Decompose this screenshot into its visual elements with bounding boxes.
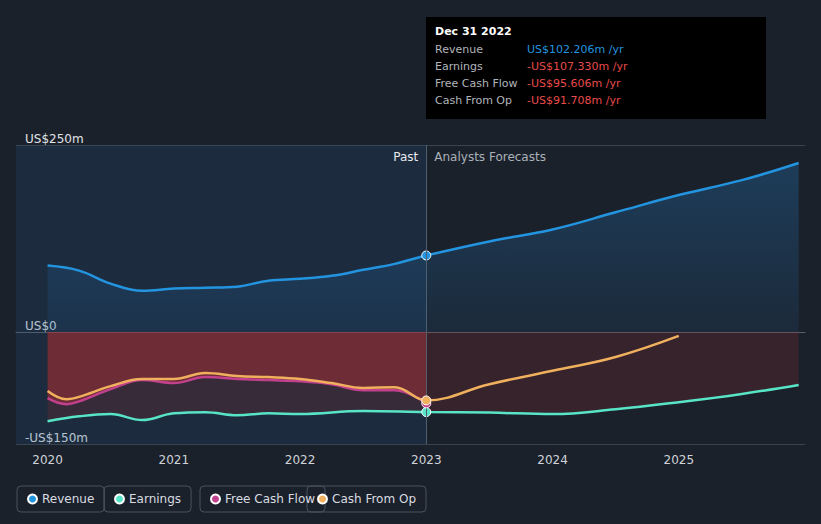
svg-text:2025: 2025 bbox=[663, 453, 694, 467]
svg-text:US$102.206m /yr: US$102.206m /yr bbox=[527, 43, 624, 56]
svg-text:Cash From Op: Cash From Op bbox=[332, 492, 416, 506]
svg-text:Past: Past bbox=[393, 150, 418, 164]
svg-text:Dec 31 2022: Dec 31 2022 bbox=[435, 25, 512, 38]
svg-text:2021: 2021 bbox=[159, 453, 190, 467]
svg-text:Cash From Op: Cash From Op bbox=[435, 94, 512, 107]
svg-text:-US$95.606m /yr: -US$95.606m /yr bbox=[527, 77, 621, 90]
svg-text:-US$91.708m /yr: -US$91.708m /yr bbox=[527, 94, 621, 107]
svg-text:2020: 2020 bbox=[32, 453, 63, 467]
svg-text:2024: 2024 bbox=[537, 453, 568, 467]
svg-text:US$250m: US$250m bbox=[25, 132, 84, 146]
svg-text:Analysts Forecasts: Analysts Forecasts bbox=[434, 150, 546, 164]
svg-text:2023: 2023 bbox=[411, 453, 442, 467]
svg-text:Earnings: Earnings bbox=[129, 492, 181, 506]
svg-text:Free Cash Flow: Free Cash Flow bbox=[225, 492, 315, 506]
svg-text:Revenue: Revenue bbox=[42, 492, 94, 506]
svg-text:Revenue: Revenue bbox=[435, 43, 483, 56]
svg-text:Free Cash Flow: Free Cash Flow bbox=[435, 77, 518, 90]
svg-text:2022: 2022 bbox=[285, 453, 316, 467]
svg-text:Earnings: Earnings bbox=[435, 60, 483, 73]
svg-text:-US$107.330m /yr: -US$107.330m /yr bbox=[527, 60, 628, 73]
